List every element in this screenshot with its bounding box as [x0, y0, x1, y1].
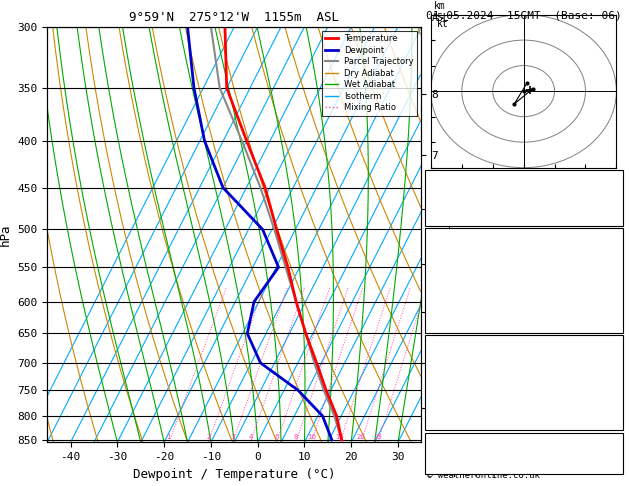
Text: 15.6: 15.6	[596, 260, 621, 271]
Text: Temp (°C): Temp (°C)	[428, 245, 484, 256]
Text: Dewp (°C): Dewp (°C)	[428, 260, 484, 271]
Text: StmSpd (kt): StmSpd (kt)	[428, 467, 497, 477]
Text: 5: 5	[615, 290, 621, 300]
Text: CIN (J): CIN (J)	[428, 417, 472, 427]
Text: 850: 850	[602, 353, 621, 364]
Text: 1: 1	[167, 434, 171, 440]
Text: -6: -6	[608, 442, 621, 452]
Text: 2: 2	[615, 467, 621, 477]
Title: 9°59'N  275°12'W  1155m  ASL: 9°59'N 275°12'W 1155m ASL	[130, 11, 339, 24]
Text: 0: 0	[615, 401, 621, 411]
Text: CAPE (J): CAPE (J)	[428, 401, 478, 411]
Text: Most Unstable: Most Unstable	[484, 338, 565, 347]
Text: 17.7: 17.7	[596, 245, 621, 256]
Text: 25: 25	[374, 434, 382, 440]
Y-axis label: Mixing Ratio (g/kg): Mixing Ratio (g/kg)	[443, 179, 454, 290]
Text: 3: 3	[230, 434, 235, 440]
Text: 5: 5	[615, 385, 621, 395]
Text: θₑ (K): θₑ (K)	[428, 369, 466, 379]
Text: K: K	[428, 173, 435, 183]
Text: Lifted Index: Lifted Index	[428, 385, 503, 395]
Text: km
ASL: km ASL	[431, 1, 449, 22]
Text: 15: 15	[336, 434, 345, 440]
Text: 6: 6	[274, 434, 279, 440]
Text: Hodograph: Hodograph	[496, 434, 552, 444]
Y-axis label: hPa: hPa	[0, 223, 12, 246]
Text: © weatheronline.co.uk: © weatheronline.co.uk	[427, 471, 540, 480]
Text: 2: 2	[206, 434, 211, 440]
Text: 23: 23	[608, 173, 621, 183]
Legend: Temperature, Dewpoint, Parcel Trajectory, Dry Adiabat, Wet Adiabat, Isotherm, Mi: Temperature, Dewpoint, Parcel Trajectory…	[322, 31, 417, 116]
Text: SREH: SREH	[428, 451, 454, 460]
Text: 10: 10	[307, 434, 316, 440]
Text: -4: -4	[608, 451, 621, 460]
Text: 8: 8	[294, 434, 298, 440]
Text: kt: kt	[437, 19, 448, 29]
Text: CAPE (J): CAPE (J)	[428, 305, 478, 315]
Text: 4: 4	[248, 434, 253, 440]
Text: PW (cm): PW (cm)	[428, 210, 472, 220]
Text: StmDir: StmDir	[428, 459, 466, 469]
Text: 0: 0	[615, 305, 621, 315]
Text: 35: 35	[608, 191, 621, 202]
X-axis label: Dewpoint / Temperature (°C): Dewpoint / Temperature (°C)	[133, 468, 335, 481]
Text: 01.05.2024  15GMT  (Base: 06): 01.05.2024 15GMT (Base: 06)	[426, 11, 622, 21]
Text: θₑ(K): θₑ(K)	[428, 276, 460, 285]
Text: 20: 20	[357, 434, 365, 440]
Text: 2.32: 2.32	[596, 210, 621, 220]
Text: Surface: Surface	[503, 231, 546, 241]
Text: 0: 0	[615, 320, 621, 330]
Text: CIN (J): CIN (J)	[428, 320, 472, 330]
Text: EH: EH	[428, 442, 441, 452]
Text: Lifted Index: Lifted Index	[428, 290, 503, 300]
Text: 29°: 29°	[602, 459, 621, 469]
Text: Totals Totals: Totals Totals	[428, 191, 509, 202]
Text: Pressure (mb): Pressure (mb)	[428, 353, 509, 364]
Text: LCL: LCL	[425, 435, 443, 445]
Text: 338: 338	[602, 276, 621, 285]
Text: 339: 339	[602, 369, 621, 379]
Text: 0: 0	[615, 417, 621, 427]
